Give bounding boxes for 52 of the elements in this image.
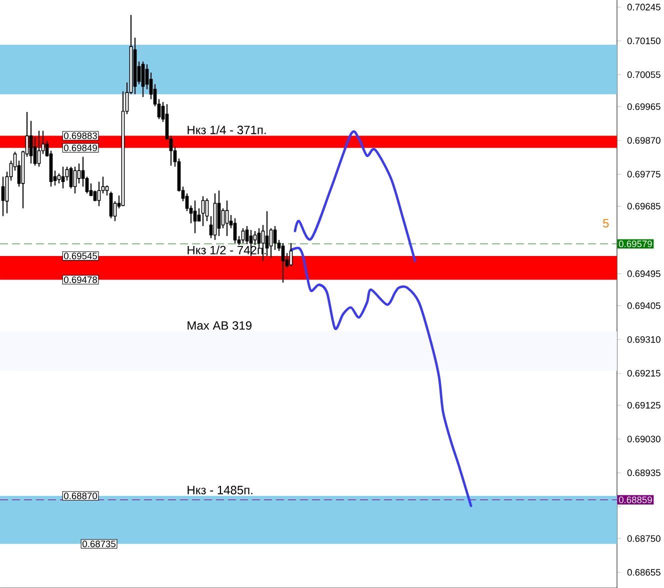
candlestick: [57, 172, 61, 184]
y-tick-label: 0.70245: [627, 4, 660, 10]
candlestick: [73, 166, 77, 194]
candlestick: [245, 226, 249, 244]
annotation: 0.69883: [64, 132, 97, 140]
candlestick: [201, 196, 205, 227]
line-series: [290, 246, 472, 508]
y-tick-label: 0.69030: [627, 436, 660, 442]
y-tick-label: 0.69870: [627, 137, 660, 144]
annotation: 0.68870: [64, 492, 98, 500]
band-label: Нкз 1/4 - 371п.: [188, 125, 266, 134]
candlestick: [225, 200, 229, 237]
y-tick-label: 0.69685: [627, 202, 660, 210]
candlestick: [273, 226, 277, 250]
y-tick-label: 0.68935: [627, 470, 660, 476]
y-tick-label: 0.69775: [627, 170, 660, 178]
annotation: 0.68735: [82, 540, 116, 548]
candlestick: [105, 185, 109, 196]
ref-line-label: 0.68859: [618, 496, 652, 504]
y-tick-label: 0.70150: [627, 38, 660, 44]
y-tick-label: 0.68750: [627, 535, 660, 542]
annotation: 5: [603, 219, 609, 228]
candlestick: [37, 130, 41, 168]
candlestick: [269, 228, 273, 258]
candlestick: [69, 166, 73, 189]
y-tick-label: 0.70055: [627, 71, 660, 78]
y-tick-label: 0.68655: [627, 569, 660, 576]
candlestick: [33, 136, 37, 166]
candlestick: [281, 242, 285, 284]
candlestick: [197, 208, 201, 222]
band-label: Max AB 319: [188, 321, 252, 330]
y-tick-label: 0.69125: [627, 402, 660, 409]
band-label: Нкз - 1485п.: [188, 486, 252, 494]
annotation: 0.69478: [64, 276, 97, 284]
annotation: 0.69849: [64, 144, 97, 152]
y-tick-label: 0.69495: [627, 270, 660, 278]
candlestick: [241, 228, 245, 244]
candlestick: [109, 191, 113, 219]
candlestick: [253, 230, 257, 246]
ref-line-label: 0.69579: [618, 240, 652, 248]
candlestick: [97, 181, 101, 207]
y-tick-label: 0.69310: [627, 336, 660, 343]
y-tick-label: 0.69215: [627, 370, 660, 377]
candlestick: [141, 60, 145, 98]
annotation: 0.69545: [64, 252, 97, 260]
candlestick: [265, 210, 269, 256]
candlestick: [205, 198, 209, 222]
candlestick: [77, 162, 81, 184]
candlestick: [233, 218, 237, 244]
candlestick: [1, 176, 5, 217]
y-tick-label: 0.69405: [627, 302, 660, 310]
y-tick-label: 0.69965: [627, 103, 660, 110]
